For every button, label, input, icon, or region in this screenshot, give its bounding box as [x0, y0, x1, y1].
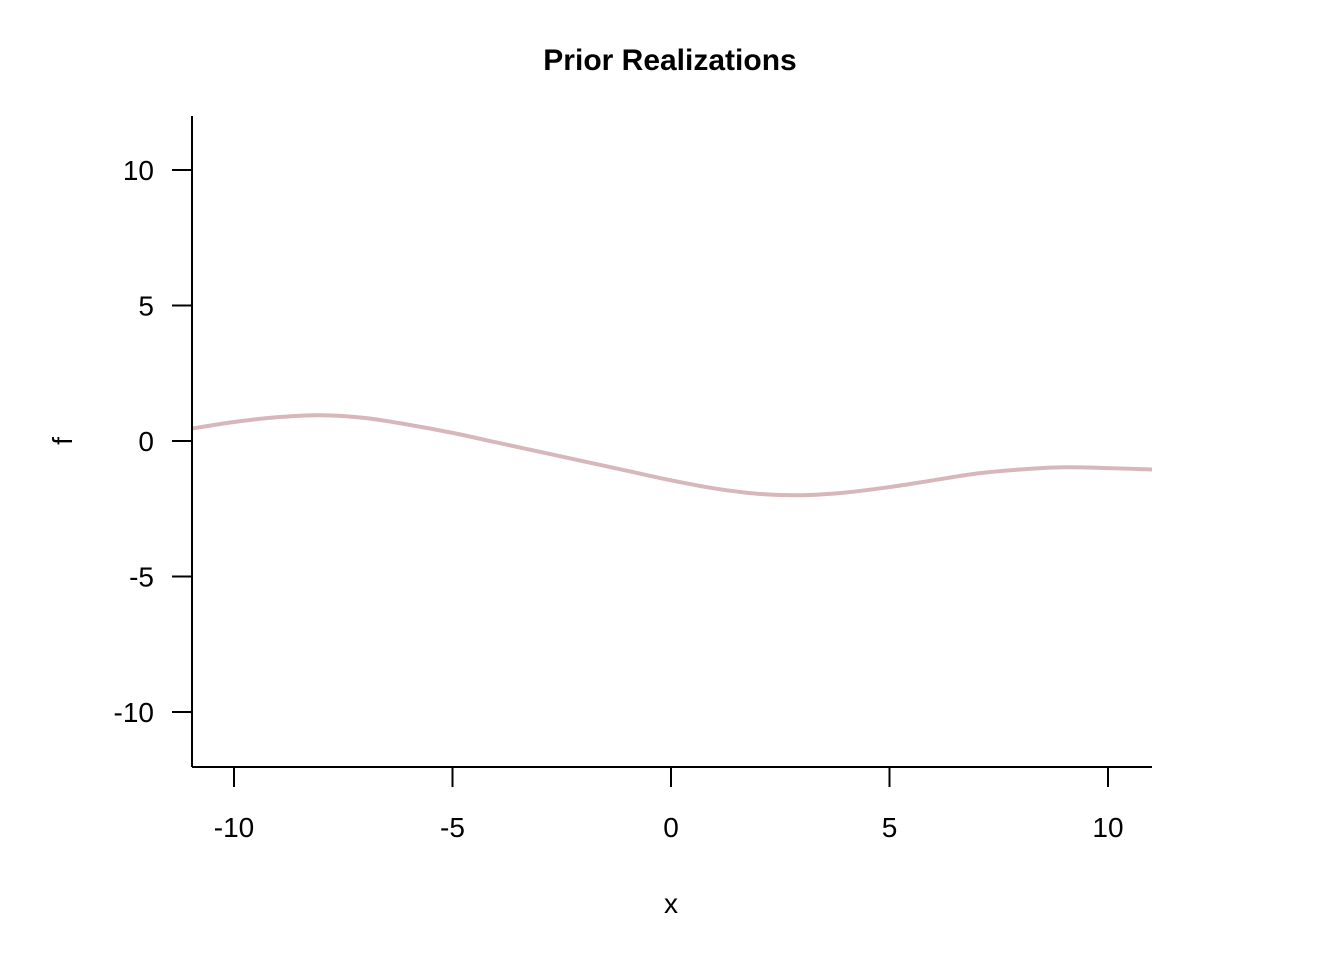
y-tick-label: 5 [138, 291, 154, 322]
x-tick-label: 0 [663, 812, 679, 843]
series-line-0 [192, 413, 1152, 498]
series-layer [192, 413, 1152, 498]
y-axis-label: f [47, 437, 78, 445]
y-tick-label: 10 [123, 155, 154, 186]
x-axis-label: x [664, 888, 678, 919]
x-tick-label: 10 [1092, 812, 1123, 843]
y-axis-ticks: -10 -5 0 5 10 [114, 155, 192, 728]
x-axis-ticks: -10 -5 0 5 10 [214, 767, 1124, 843]
y-tick-label: -5 [129, 562, 154, 593]
x-tick-label: -10 [214, 812, 254, 843]
y-tick-label: 0 [138, 426, 154, 457]
x-tick-label: -5 [440, 812, 465, 843]
y-tick-label: -10 [114, 697, 154, 728]
chart-title: Prior Realizations [543, 44, 796, 77]
x-tick-label: 5 [882, 812, 898, 843]
